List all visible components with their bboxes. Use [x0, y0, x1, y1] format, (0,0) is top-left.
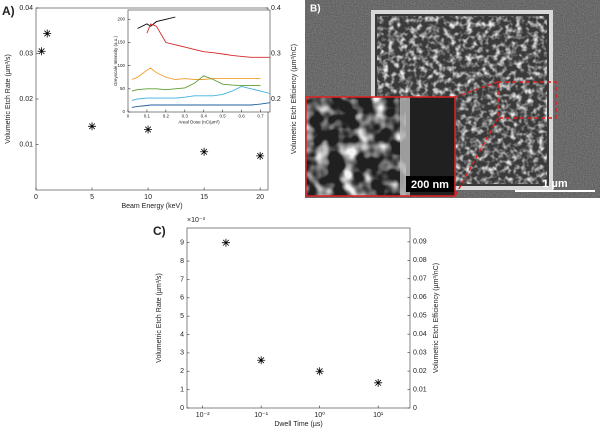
x-tick-label: 0.5 [220, 114, 227, 119]
y-tick-label: 3 [180, 350, 184, 357]
y-axis-label: Volumetric Etch Rate (µm³/s) [156, 273, 163, 363]
x-tick-label: 0.7 [257, 114, 264, 119]
y2-tick-label: 0.08 [413, 257, 427, 264]
y-tick-label: 9 [180, 240, 184, 247]
data-point [88, 122, 97, 131]
y-tick-label: 50 [120, 86, 126, 91]
x-tick-label: 0.3 [182, 114, 189, 119]
data-line [146, 23, 270, 58]
data-line [131, 102, 271, 108]
y-tick-label: 0.04 [19, 5, 33, 12]
panel-label: A) [2, 4, 15, 18]
chart-panel: 10⁻² 10⁻¹ 10⁰ 10¹ 0 1 2 3 4 5 6 7 8 9 0 0.01 0.02 0.03 0.0… [153, 217, 440, 428]
y-tick-label: 200 [117, 16, 125, 21]
y-tick-label: 0.02 [19, 96, 33, 103]
x-tick-label: 10⁻¹ [254, 412, 268, 419]
y2-tick-label: 0.09 [413, 239, 427, 246]
data-point [257, 356, 266, 365]
x-tick-label: 10¹ [373, 412, 384, 419]
data-point [315, 367, 324, 376]
y-tick-label: 7 [180, 276, 184, 283]
data-point [37, 47, 46, 56]
x-tick-label: 0 [127, 114, 130, 119]
x-tick-label: 15 [200, 194, 208, 201]
y-tick-label: 0 [180, 405, 184, 412]
chart-panel: 0 0.1 0.2 0.3 0.4 0.5 0.6 0.7 0 50 100 150 200 Areal … [113, 9, 271, 125]
y-tick-label: 2 [180, 368, 184, 375]
x-tick-label: 20 [256, 194, 264, 201]
y-tick-label: 8 [180, 258, 184, 265]
inset-texture [306, 97, 406, 196]
y-tick-label: 4 [180, 331, 184, 338]
y2-tick-label: 0.04 [413, 331, 427, 338]
y2-tick-label: 0.01 [413, 386, 427, 393]
plot-frame [186, 227, 411, 409]
inset-scale-bar-label: 200 nm [411, 179, 449, 191]
x-tick-label: 5 [90, 194, 94, 201]
sem-image: 200 nm 1 µm B) [305, 0, 600, 198]
data-point [144, 125, 153, 134]
zoom-line [454, 117, 499, 197]
y2-tick-label: 0.05 [413, 313, 427, 320]
y2-tick-label: 0.02 [413, 368, 427, 375]
inset-edge [400, 97, 410, 196]
y-axis-label: Volumetric Etch Rate (µm³/s) [5, 54, 12, 144]
data-point [43, 29, 52, 38]
inset-border [305, 96, 456, 197]
y-multiplier: ×10⁻³ [187, 217, 206, 224]
y2-axis-label: Volumetric Etch Efficiency (µm³/nC) [291, 44, 298, 154]
x-tick-label: 10 [144, 194, 152, 201]
data-point [256, 151, 265, 160]
y2-tick-label: 0.03 [413, 349, 427, 356]
y2-tick-label: 0.06 [413, 294, 427, 301]
data-point [200, 147, 209, 156]
y-tick-label: 150 [117, 40, 125, 45]
x-axis-label: Beam Energy (keV) [121, 203, 182, 210]
y2-axis-label: Volumetric Etch Efficiency (µm³/nC) [433, 263, 440, 373]
x-tick-label: 10⁰ [314, 411, 325, 419]
scale-bg [406, 176, 454, 192]
x-tick-label: 0.2 [163, 114, 170, 119]
data-line [131, 75, 261, 92]
y-tick-label: 5 [180, 313, 184, 320]
y-axis-label: Greyscale Intensity (a.u.) [113, 35, 118, 86]
zoom-box [497, 81, 557, 119]
y2-tick-label: 0.2 [271, 96, 281, 103]
y2-tick-label: 0.07 [413, 276, 427, 283]
y2-tick-label: 0 [413, 405, 417, 412]
plot-frame [127, 9, 271, 113]
data-line [131, 86, 271, 101]
y-tick-label: 0.01 [19, 141, 33, 148]
zoom-line [454, 81, 499, 98]
y2-tick-label: 0.4 [271, 5, 281, 12]
y2-tick-label: 0.3 [271, 50, 281, 57]
x-tick-label: 10⁻² [196, 412, 210, 419]
x-tick-label: 0 [34, 194, 38, 201]
panel-label: C) [153, 224, 166, 238]
data-line [137, 16, 176, 29]
panel-label: B) [310, 4, 321, 15]
data-point [221, 238, 230, 247]
y-tick-label: 0.03 [19, 50, 33, 57]
data-line [131, 67, 261, 80]
data-point [374, 378, 383, 387]
x-tick-label: 0.6 [238, 114, 245, 119]
x-axis-label: Dwell Time (µs) [274, 421, 322, 428]
y-tick-label: 100 [117, 63, 125, 68]
y-tick-label: 6 [180, 295, 184, 302]
x-axis-label: Areal Dose (nC/µm²) [178, 120, 220, 125]
y-tick-label: 0 [122, 109, 125, 114]
x-tick-label: 0.1 [144, 114, 151, 119]
x-tick-label: 0.4 [201, 114, 208, 119]
scale-bar-label: 1 µm [542, 178, 568, 190]
y-tick-label: 1 [180, 386, 184, 393]
